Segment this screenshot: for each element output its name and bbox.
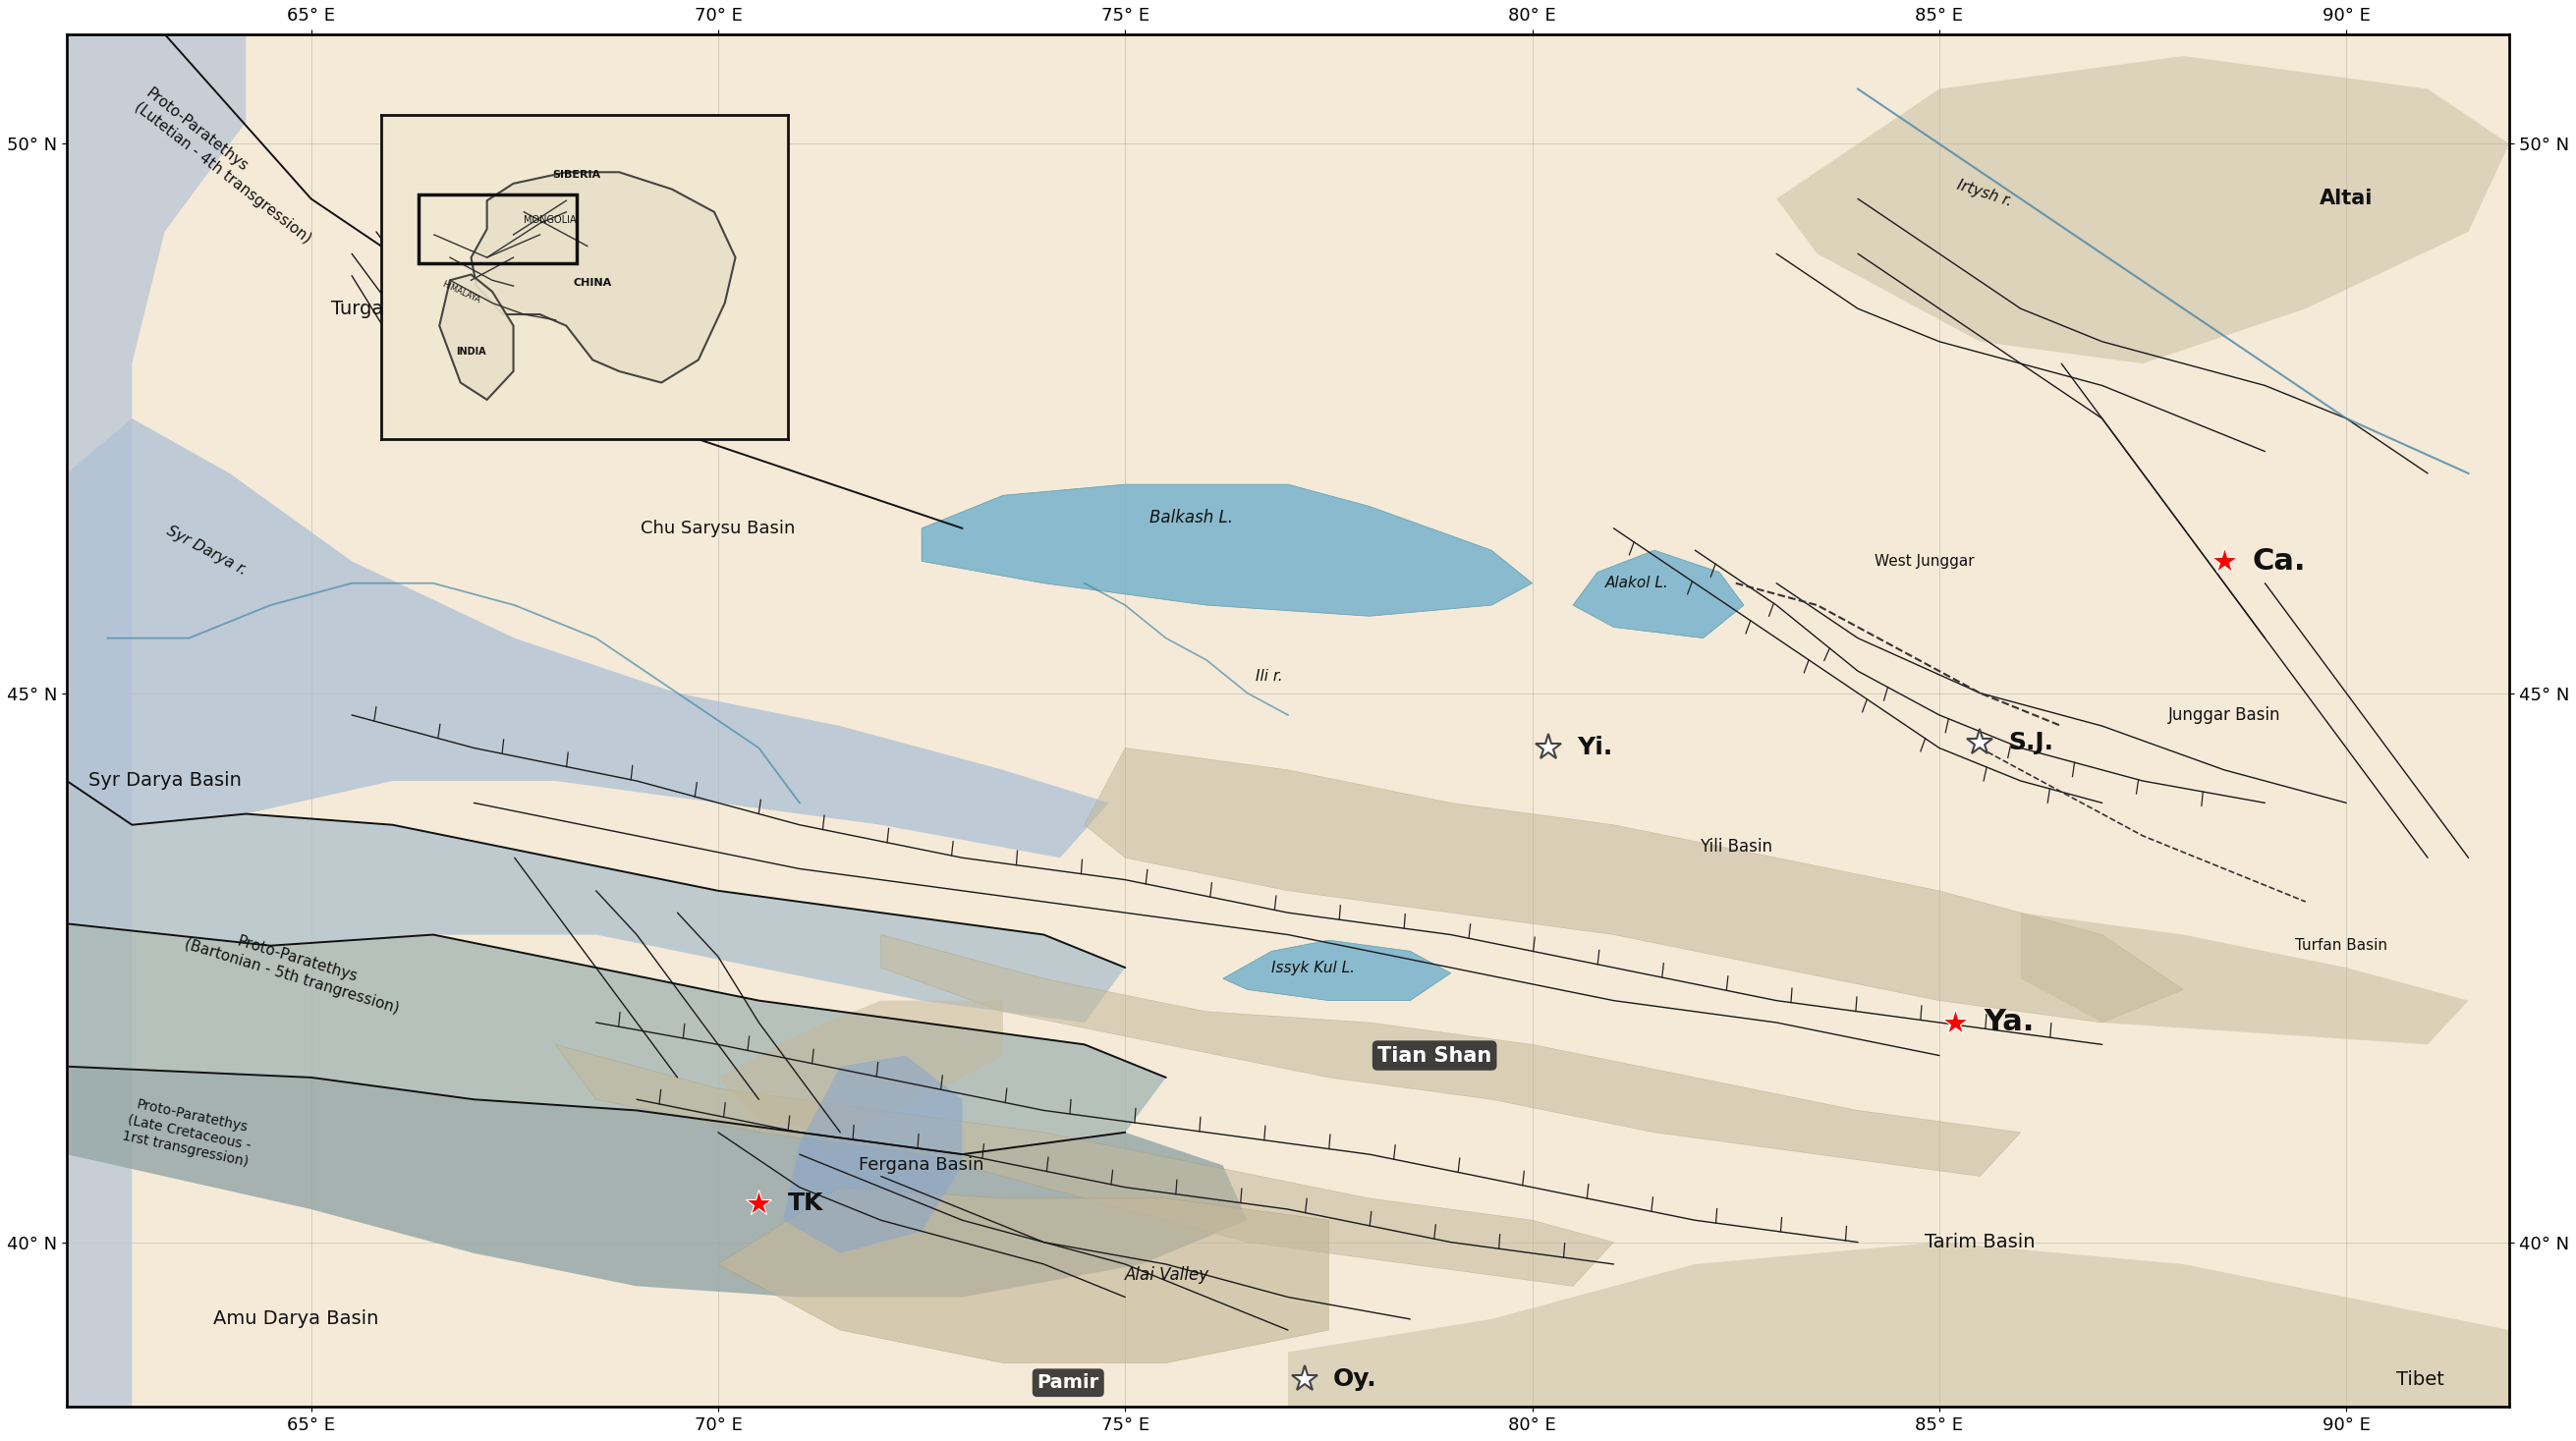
Text: Amu Darya Basin: Amu Darya Basin xyxy=(214,1310,379,1329)
Polygon shape xyxy=(719,1187,1329,1363)
Polygon shape xyxy=(471,171,734,383)
Text: Ya.: Ya. xyxy=(1984,1009,2035,1036)
Text: Oy.: Oy. xyxy=(1332,1368,1376,1391)
Text: Alakol L.: Alakol L. xyxy=(1605,576,1669,591)
Polygon shape xyxy=(556,1045,1613,1287)
Text: TK: TK xyxy=(788,1192,824,1216)
Text: Pamir: Pamir xyxy=(1038,1373,1100,1392)
Text: Syr Darya Basin: Syr Darya Basin xyxy=(88,771,242,790)
Polygon shape xyxy=(1224,940,1450,1000)
Polygon shape xyxy=(67,781,1126,1023)
Text: Chu Sarysu Basin: Chu Sarysu Basin xyxy=(641,519,796,537)
Text: Turgay Basin: Turgay Basin xyxy=(332,300,453,318)
Text: Issyk Kul L.: Issyk Kul L. xyxy=(1273,960,1355,976)
Polygon shape xyxy=(881,935,2020,1176)
Text: Syr Darya r.: Syr Darya r. xyxy=(165,523,250,578)
Text: SIBERIA: SIBERIA xyxy=(554,170,600,180)
Text: Balkash L.: Balkash L. xyxy=(1149,509,1234,526)
Text: CHINA: CHINA xyxy=(574,278,613,288)
Text: Junggar Basin: Junggar Basin xyxy=(2169,706,2280,723)
Polygon shape xyxy=(1288,1242,2509,1406)
Text: Turfan Basin: Turfan Basin xyxy=(2295,938,2388,953)
Text: INDIA: INDIA xyxy=(456,346,487,356)
Text: Ili r.: Ili r. xyxy=(1255,669,1283,684)
Text: Tarim Basin: Tarim Basin xyxy=(1924,1233,2035,1252)
Text: Fergana Basin: Fergana Basin xyxy=(858,1157,984,1174)
Polygon shape xyxy=(1777,56,2509,363)
Polygon shape xyxy=(719,1000,1002,1133)
Polygon shape xyxy=(440,275,513,399)
Polygon shape xyxy=(783,1055,963,1254)
Text: MONGOLIA: MONGOLIA xyxy=(523,216,577,225)
Text: Irtysh r.: Irtysh r. xyxy=(1955,177,2014,209)
Text: Proto-Paratethys
(Lutetian - 4th transgression): Proto-Paratethys (Lutetian - 4th transgr… xyxy=(131,85,325,246)
Text: Alai Valley: Alai Valley xyxy=(1126,1267,1211,1284)
Polygon shape xyxy=(2020,912,2468,1045)
Text: Tibet: Tibet xyxy=(2396,1370,2445,1389)
Polygon shape xyxy=(1084,748,2184,1023)
Text: Proto-Paratethys
(Late Cretaceous -
1rst transgression): Proto-Paratethys (Late Cretaceous - 1rst… xyxy=(121,1095,258,1169)
Polygon shape xyxy=(922,484,1533,617)
Text: Altai: Altai xyxy=(2318,189,2372,209)
Text: S.J.: S.J. xyxy=(2009,731,2053,754)
Text: Yi.: Yi. xyxy=(1577,736,1613,759)
Text: Proto-Paratethys
(Bartonian - 5th trangression): Proto-Paratethys (Bartonian - 5th trangr… xyxy=(183,919,407,1016)
Polygon shape xyxy=(67,418,1108,857)
Text: HIMALAYA: HIMALAYA xyxy=(440,280,482,305)
Text: West Junggar: West Junggar xyxy=(1875,553,1973,569)
Polygon shape xyxy=(1574,550,1744,638)
Polygon shape xyxy=(67,924,1167,1154)
Text: Yili Basin: Yili Basin xyxy=(1700,839,1772,856)
Text: Tian Shan: Tian Shan xyxy=(1378,1046,1492,1065)
Text: Ca.: Ca. xyxy=(2251,548,2306,575)
Polygon shape xyxy=(67,1066,1247,1297)
Polygon shape xyxy=(67,35,245,1406)
